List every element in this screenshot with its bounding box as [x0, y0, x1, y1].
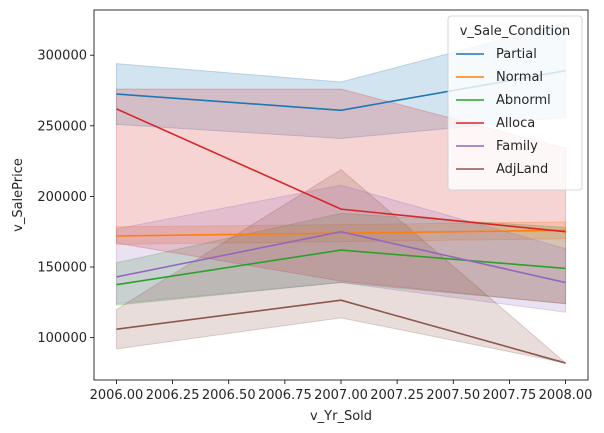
legend-entry: Abnorml [496, 93, 551, 108]
ci-band-abnorml [115, 212, 567, 306]
legend-entry: AdjLand [496, 162, 548, 177]
y-tick-label: 250000 [37, 119, 87, 134]
legend-entry: Partial [496, 47, 537, 62]
x-tick-label: 2007.75 [483, 388, 537, 403]
x-tick-label: 2008.00 [539, 388, 593, 403]
legend-entry: Alloca [496, 116, 535, 131]
legend-entry: Normal [496, 70, 543, 85]
legend-title: v_Sale_Condition [460, 24, 571, 39]
x-tick-label: 2006.50 [202, 388, 256, 403]
ci-band-family [115, 184, 567, 313]
series-line-normal [116, 229, 566, 237]
legend-entry: Family [496, 139, 538, 154]
x-tick-label: 2007.00 [314, 388, 368, 403]
series-line-abnorml [116, 249, 566, 286]
series-line-family [116, 230, 566, 284]
x-tick-label: 2006.25 [146, 388, 200, 403]
x-tick-label: 2007.25 [370, 388, 424, 403]
y-tick-label: 150000 [37, 261, 87, 276]
series-line-adjland [116, 299, 566, 364]
x-axis: 2006.00 2006.25 2006.50 2006.75 2007.00 2007.… [90, 380, 593, 403]
y-tick-label: 200000 [37, 190, 87, 205]
x-tick-label: 2006.00 [90, 388, 144, 403]
series-line-alloca [116, 108, 566, 233]
legend: v_Sale_Condition Partial Normal Abnorml Allo… [447, 15, 583, 191]
y-tick-label: 300000 [37, 49, 87, 64]
x-tick-label: 2006.75 [258, 388, 312, 403]
y-axis: 100000 150000 200000 250000 300000 [37, 49, 94, 346]
x-tick-label: 2007.50 [426, 388, 480, 403]
y-tick-label: 100000 [37, 331, 87, 346]
y-axis-label: v_SalePrice [11, 158, 26, 232]
x-axis-label: v_Yr_Sold [310, 409, 372, 424]
